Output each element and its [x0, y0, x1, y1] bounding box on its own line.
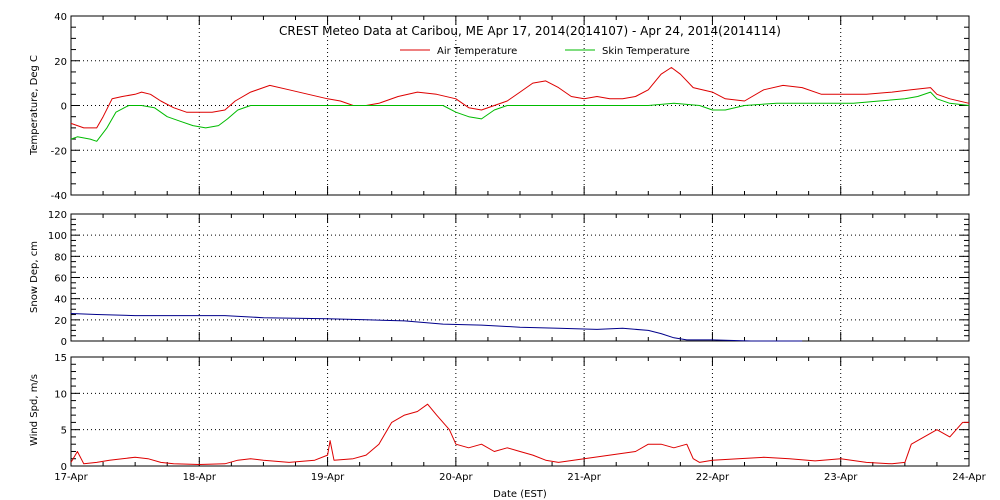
- x-tick-label: 19-Apr: [311, 472, 345, 483]
- snow-y-tick-label: 80: [54, 252, 67, 263]
- snow-y-tick-label: 100: [48, 231, 67, 242]
- legend-skin-temperature-label: Skin Temperature: [602, 46, 690, 57]
- snow-y-tick-label: 20: [54, 316, 67, 327]
- x-tick-label: 21-Apr: [567, 472, 601, 483]
- temperature-series-line-air-temperature: [70, 67, 970, 129]
- x-tick-label: 18-Apr: [183, 472, 217, 483]
- legend-air-temperature-label: Air Temperature: [437, 46, 517, 57]
- x-tick-label: 23-Apr: [824, 472, 858, 483]
- wind-plot-frame: [70, 356, 970, 467]
- temperature-panel: -40 -20 0 20 40: [51, 12, 970, 202]
- snow-series-line-0: [70, 313, 803, 342]
- chart-title: CREST Meteo Data at Caribou, ME Apr 17, …: [279, 24, 781, 38]
- snow-y-tick-label: 0: [61, 337, 67, 348]
- x-tick-label: 20-Apr: [439, 472, 473, 483]
- x-tick-label: 17-Apr: [54, 472, 88, 483]
- x-tick-label: 24-Apr: [952, 472, 986, 483]
- temperature-y-tick-label: -20: [51, 146, 67, 157]
- wind-speed-panel: 0 5 10 15 17-Apr 18-Apr 19-Apr 20-Apr 21-Apr 22-A…: [54, 353, 986, 483]
- temperature-y-tick-label: 0: [61, 102, 67, 113]
- temperature-y-axis-label: Temperature, Deg C: [29, 55, 40, 156]
- snow-y-tick-label: 60: [54, 274, 67, 285]
- wind-y-tick-label: 0: [61, 462, 67, 473]
- snow-y-axis-label: Snow Dep, cm: [29, 241, 40, 313]
- temperature-y-tick-label: 20: [54, 57, 67, 68]
- snow-y-tick-label: 120: [48, 210, 67, 221]
- wind-y-axis-label: Wind Spd, m/s: [29, 374, 40, 446]
- wind-y-tick-label: 5: [61, 426, 67, 437]
- legend: Air Temperature Skin Temperature: [400, 46, 690, 57]
- x-axis-label: Date (EST): [493, 489, 547, 500]
- snow-depth-panel: 0 20 40 60 80 100 120: [48, 210, 970, 348]
- snow-y-tick-label: 40: [54, 295, 67, 306]
- temperature-y-tick-label: -40: [51, 191, 67, 202]
- temperature-series-line-skin-temperature: [70, 91, 970, 142]
- wind-series-line-0: [70, 403, 969, 465]
- temperature-y-tick-label: 40: [54, 12, 67, 23]
- wind-y-tick-label: 10: [54, 389, 67, 400]
- x-tick-label: 22-Apr: [696, 472, 730, 483]
- wind-y-tick-label: 15: [54, 353, 67, 364]
